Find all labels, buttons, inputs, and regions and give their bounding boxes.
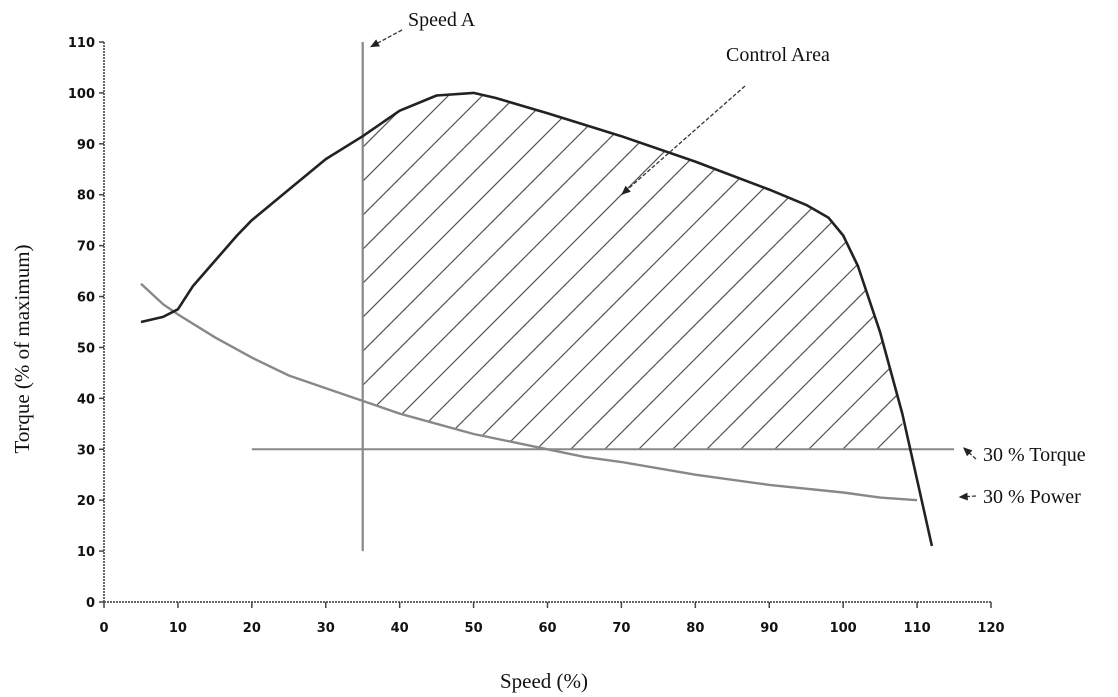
x-tick-label: 60 xyxy=(538,621,556,636)
y-tick-label: 110 xyxy=(68,36,95,51)
hatch-line xyxy=(362,92,579,450)
hatch-line xyxy=(362,92,443,450)
hatch-line xyxy=(362,92,409,450)
hatch-line xyxy=(0,0,238,697)
hatch-line xyxy=(362,92,511,450)
annotation-30-torque: 30 % Torque xyxy=(983,444,1086,466)
hatch-line xyxy=(421,92,903,450)
hatch-line xyxy=(1102,0,1118,697)
y-tick-label: 10 xyxy=(77,545,95,560)
annotation-control-area: Control Area xyxy=(726,44,830,66)
hatch-line xyxy=(387,92,903,450)
hatch-line xyxy=(557,92,903,450)
hatch-line xyxy=(362,92,903,450)
hatch-line xyxy=(829,92,903,450)
hatch-line xyxy=(362,92,903,450)
x-tick-label: 110 xyxy=(904,621,931,636)
x-tick-label: 120 xyxy=(977,621,1004,636)
x-tick-label: 10 xyxy=(169,621,187,636)
y-axis-title: Torque (% of maximum) xyxy=(10,244,34,453)
hatch-line xyxy=(362,92,681,450)
y-tick-label: 60 xyxy=(77,291,95,306)
hatch-line xyxy=(489,92,903,450)
hatch-line xyxy=(362,92,903,450)
hatch-line xyxy=(362,92,545,450)
x-tick-label: 20 xyxy=(243,621,261,636)
hatch-line xyxy=(0,0,272,697)
hatch-line xyxy=(693,92,903,450)
y-tick-label: 70 xyxy=(77,240,95,255)
x-tick-label: 70 xyxy=(612,621,630,636)
y-tick-label: 20 xyxy=(77,494,95,509)
hatch-line xyxy=(362,92,715,450)
hatch-line xyxy=(362,92,903,450)
hatch-line xyxy=(761,92,903,450)
annotation-speed-a: Speed A xyxy=(408,9,476,31)
torque-30-arrow-head xyxy=(963,447,973,457)
hatch-line xyxy=(455,92,903,450)
hatch-line xyxy=(966,0,1118,697)
y-tick-label: 0 xyxy=(86,596,95,611)
y-tick-label: 50 xyxy=(77,341,95,356)
hatch-line xyxy=(362,92,477,450)
hatch-line xyxy=(795,92,903,450)
torque-curve xyxy=(140,91,934,547)
hatch-line xyxy=(362,92,885,450)
control-area-arrow-line xyxy=(620,85,746,196)
x-tick-label: 40 xyxy=(391,621,409,636)
x-tick-label: 0 xyxy=(99,621,108,636)
hatch-line xyxy=(1034,0,1118,697)
hatch-line xyxy=(0,0,340,697)
x-axis-title: Speed (%) xyxy=(500,669,588,693)
x-tick-label: 30 xyxy=(317,621,335,636)
hatch-line xyxy=(0,0,306,697)
power-30-arrow-head xyxy=(958,492,968,501)
y-tick-label: 100 xyxy=(68,87,95,102)
hatch-line xyxy=(659,92,903,450)
hatch-line xyxy=(362,92,613,450)
hatch-line xyxy=(362,92,647,450)
hatch-line xyxy=(897,92,903,450)
hatch-line xyxy=(362,92,851,450)
constant-power-curve xyxy=(140,282,918,502)
hatch-line xyxy=(362,92,375,450)
x-tick-label: 80 xyxy=(686,621,704,636)
hatch-line xyxy=(625,92,903,450)
y-tick-label: 30 xyxy=(77,443,95,458)
hatch-line xyxy=(362,92,783,450)
hatch-line xyxy=(362,92,749,450)
annotation-30-power: 30 % Power xyxy=(983,486,1081,508)
hatch-line xyxy=(1068,0,1118,697)
hatch-line xyxy=(362,92,903,450)
hatch-line xyxy=(863,92,903,450)
x-tick-label: 50 xyxy=(465,621,483,636)
speed-a-arrow-head xyxy=(370,39,380,48)
hatch-line xyxy=(932,0,1118,697)
y-tick-label: 90 xyxy=(77,138,95,153)
hatch-line xyxy=(1000,0,1118,697)
y-tick-label: 40 xyxy=(77,392,95,407)
hatch-line xyxy=(523,92,903,450)
x-tick-label: 90 xyxy=(760,621,778,636)
hatch-line xyxy=(727,92,903,450)
x-tick-label: 100 xyxy=(830,621,857,636)
control-area-arrow-head xyxy=(621,185,631,195)
y-tick-label: 80 xyxy=(77,189,95,204)
hatch-line xyxy=(362,92,817,450)
